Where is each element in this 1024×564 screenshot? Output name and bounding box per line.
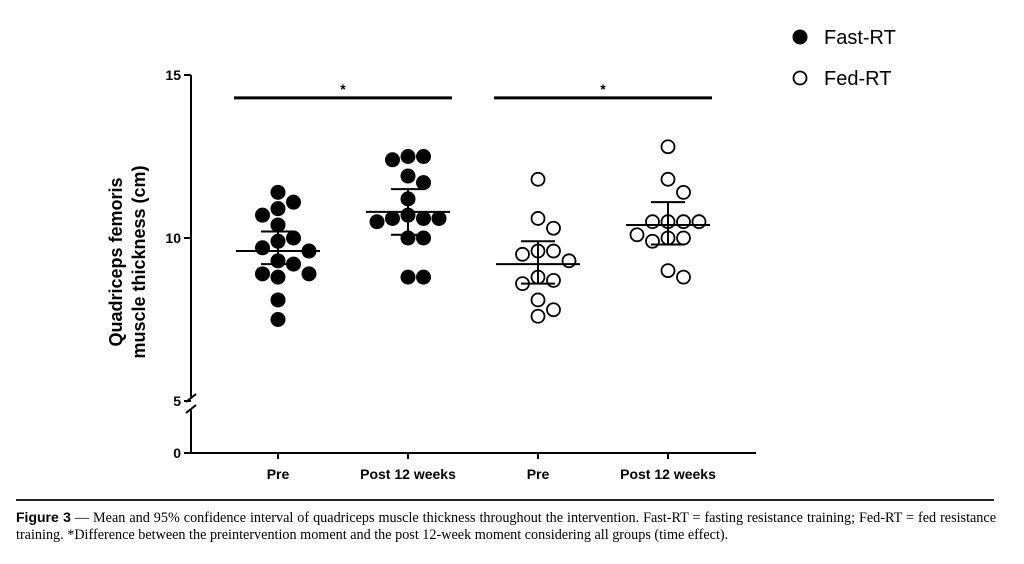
caption-label: Figure 3 [16,509,71,525]
fast-rt-point [255,266,270,282]
fast-rt-point [270,269,286,285]
fed-rt-point [676,214,691,230]
significance-star: * [600,81,606,97]
fast-rt-point [255,240,270,256]
y-tick-label: 5 [173,393,181,409]
fast-rt-point [416,230,431,246]
fed-rt-point [691,214,707,230]
fed-rt-point [645,214,660,230]
legend-marker [792,70,808,86]
fast-rt-point [400,149,416,164]
y-tick-label: 0 [173,445,181,461]
fed-rt-point [546,220,561,236]
legend-label: Fed-RT [824,68,891,90]
fed-rt-point [546,272,561,288]
fast-rt-point [301,266,317,282]
fed-rt-point [660,139,676,155]
fast-rt-point [385,210,400,226]
scatter-chart: 0 5 10 15 Pre Post 12 weeks Pre Post 12 weeks Qu… [106,27,896,482]
fed-rt-point [546,243,561,259]
caption-dash: — [74,510,90,526]
fast-rt-point [431,210,447,226]
fast-rt-point [270,217,286,233]
fast-rt-point [416,269,431,285]
fed-rt-point [546,302,561,318]
fast-rt-point [385,152,400,168]
legend-label: Fast-RT [824,27,896,49]
fast-rt-point [270,312,286,327]
fast-rt-point [255,207,270,223]
legend-marker [792,29,808,45]
y-tick-label: 15 [165,67,181,83]
fast-rt-point [286,230,301,246]
caption-text: Mean and 95% confidence interval of quad… [16,510,996,543]
fast-rt-point [416,149,431,164]
fast-rt-point [270,184,286,200]
fed-rt-point [530,171,546,187]
fed-rt-point [676,184,691,200]
fed-rt-point [660,263,676,279]
fast-rt-point [400,168,416,184]
fast-rt-point [286,194,301,210]
fast-rt-point [400,269,416,285]
significance-annotations: * * [234,81,712,100]
figure-caption: Figure 3 — Mean and 95% confidence inter… [16,509,996,544]
fed-rt-point [676,230,691,246]
y-axis-title: Quadriceps femoris muscle thickness (cm) [106,165,149,358]
x-tick-label: Post 12 weeks [360,466,456,482]
legend: Fast-RT Fed-RT [792,27,896,90]
fed-rt-point [530,211,546,226]
fast-rt-point [270,292,286,308]
axes: 0 5 10 15 Pre Post 12 weeks Pre Post 12 weeks Qu… [106,67,756,482]
fast-rt-point [416,210,431,226]
fed-rt-point [530,292,546,308]
fed-rt-point [515,246,530,262]
fast-rt-point [270,201,286,217]
fast-rt-point [369,214,385,230]
x-tick-label: Pre [267,466,290,482]
fed-rt-point [561,253,577,269]
x-tick-label: Post 12 weeks [620,466,716,482]
x-tick-label: Pre [527,466,550,482]
y-axis-break-mark [185,404,197,414]
fed-rt-point [660,171,676,187]
fed-rt-point [530,308,546,324]
fed-rt-point [676,269,691,285]
fed-rt-point [645,233,660,249]
data-marks [236,139,710,327]
fast-rt-point [416,175,431,191]
significance-star: * [340,81,346,97]
y-tick-label: 10 [165,230,181,246]
fed-rt-point [629,227,645,243]
caption-divider [16,499,994,501]
